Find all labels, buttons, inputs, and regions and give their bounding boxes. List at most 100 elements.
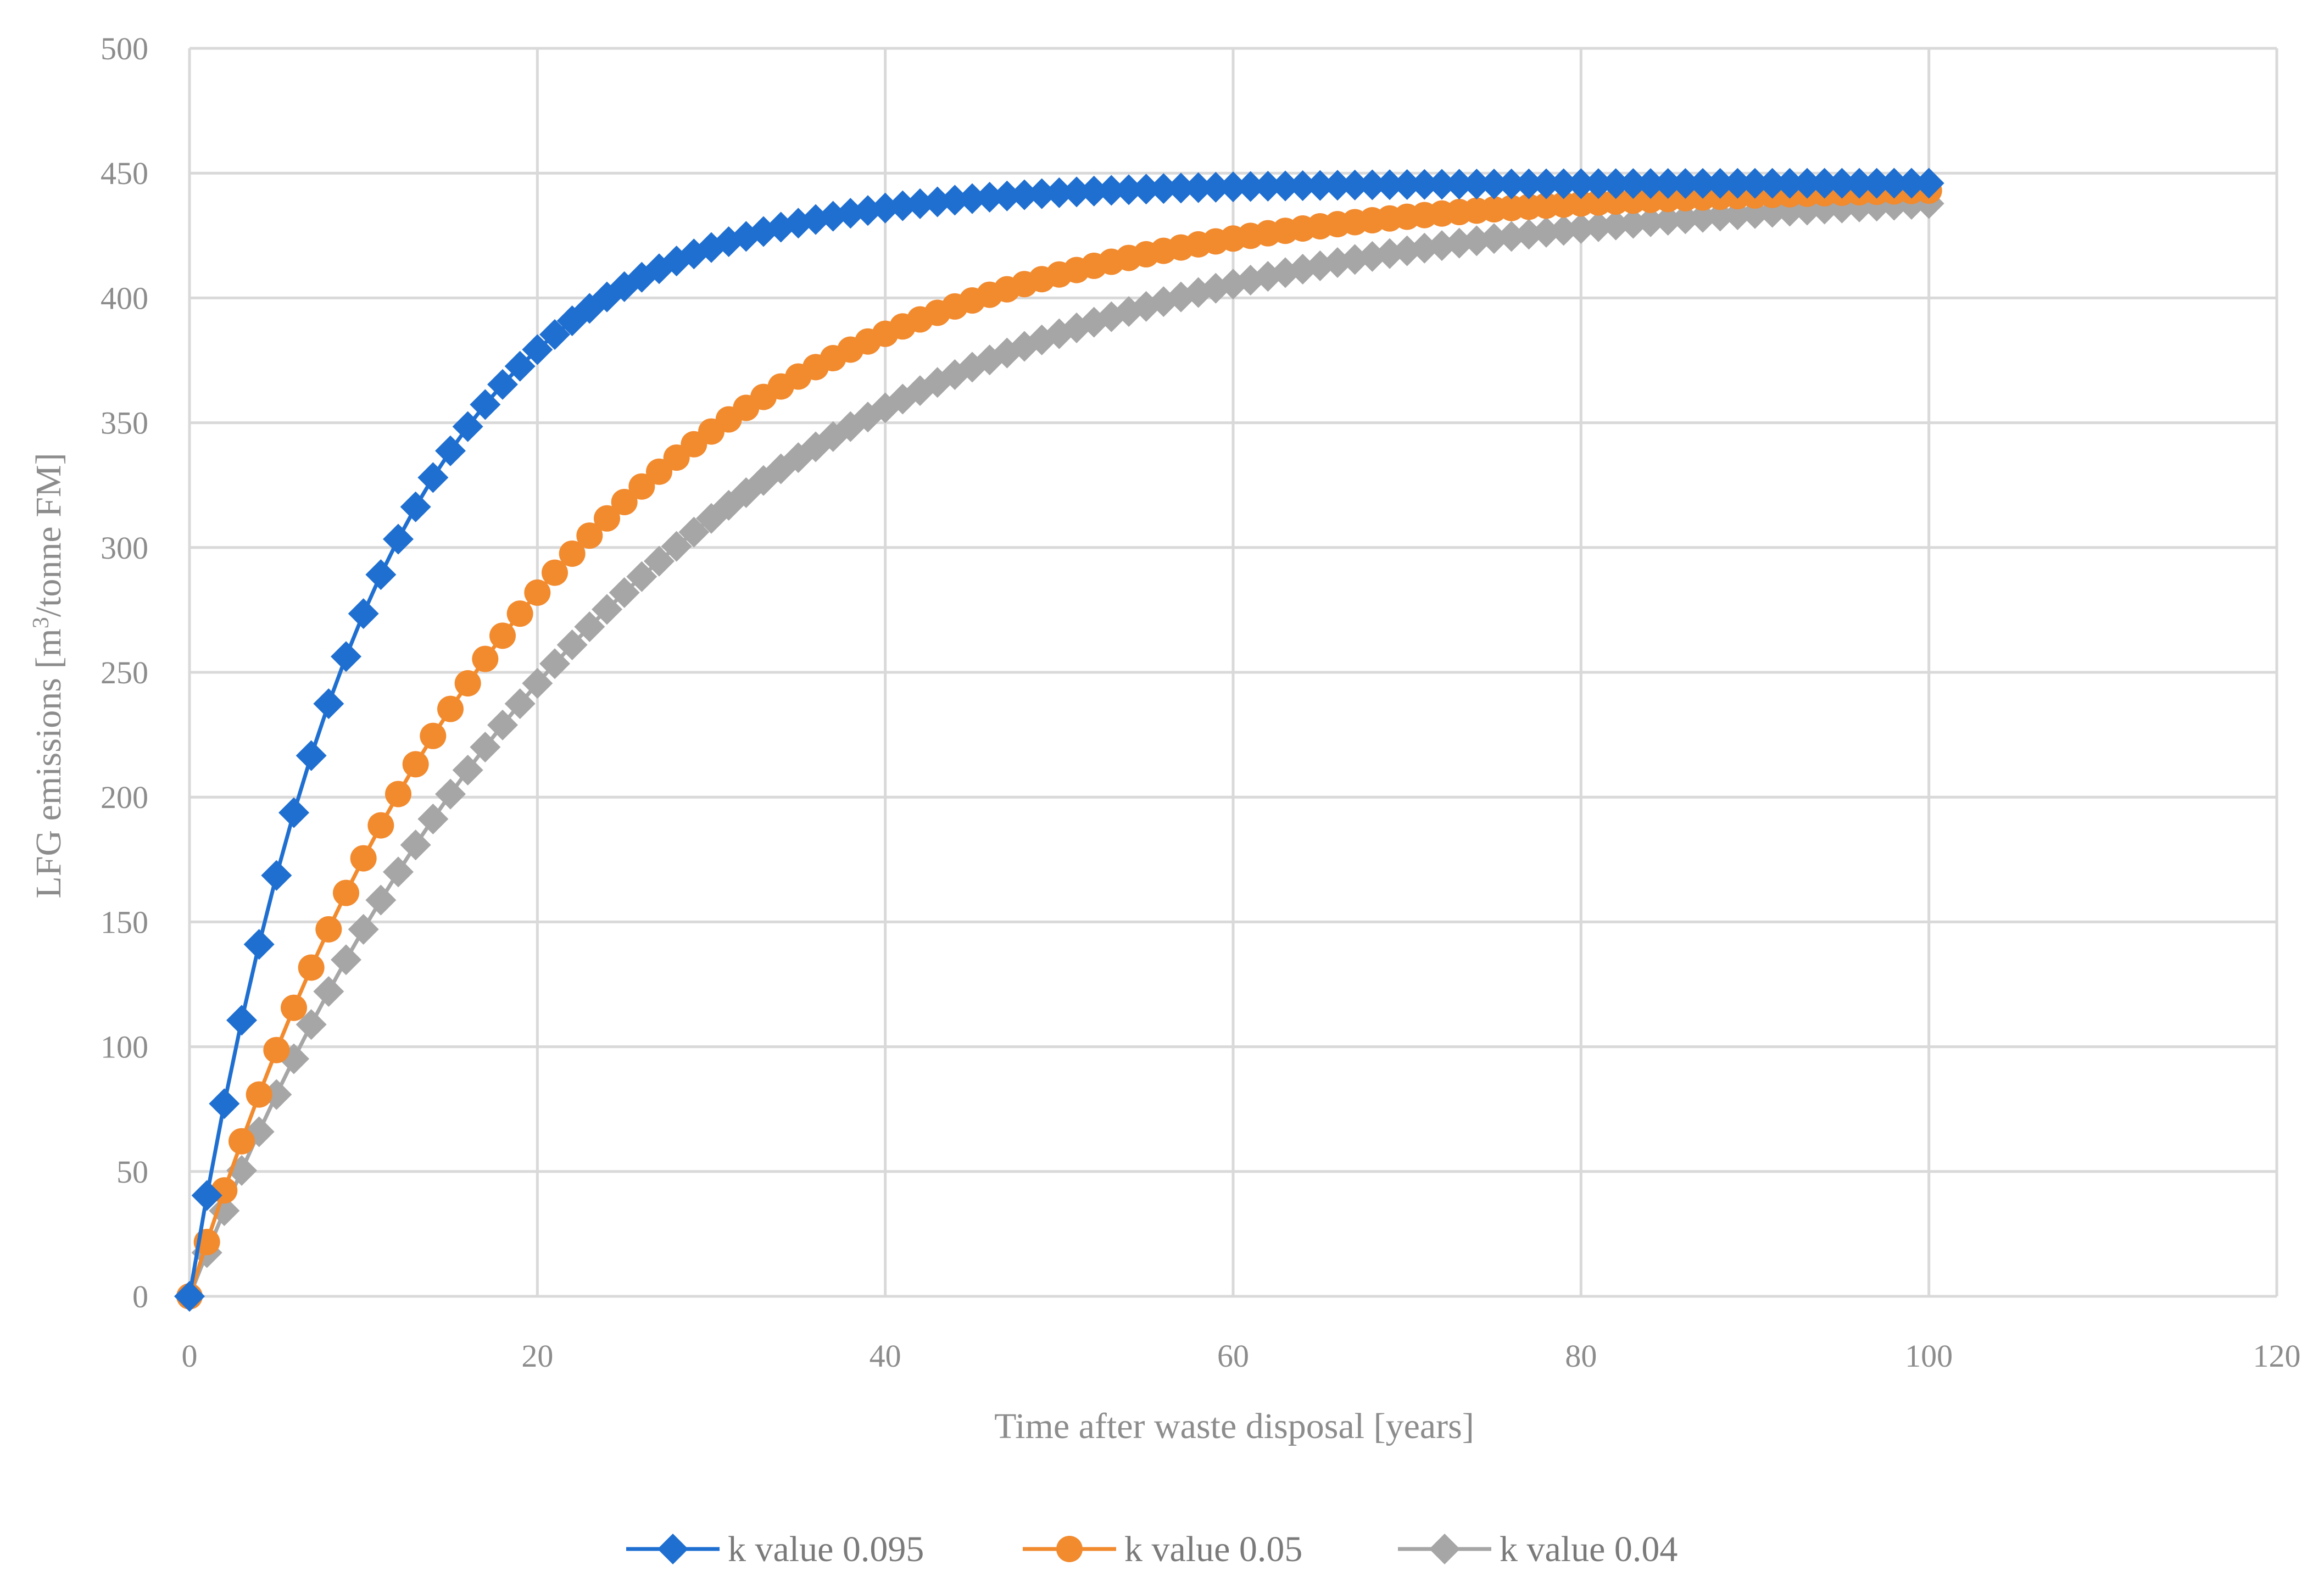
legend-marker [1056,1536,1083,1562]
data-point [420,722,447,749]
data-point [296,1009,327,1040]
y-axis-title: LFG emissions [m3/tonne FM] [29,453,69,898]
data-point [229,1128,255,1155]
data-point [452,754,483,785]
data-point [383,523,414,555]
data-point [333,879,359,906]
y-tick-label: 50 [116,1154,148,1190]
data-point [452,411,483,442]
data-point [489,622,516,649]
data-point [539,319,570,350]
data-point [191,1180,222,1211]
data-point [974,182,1005,213]
legend: k value 0.095 k value 0.05 k value 0.04 [626,1529,1677,1569]
y-tick-label: 350 [101,405,148,441]
data-point [1652,168,1684,199]
data-point [1287,170,1318,202]
data-point [1479,169,1509,200]
data-point [435,435,466,466]
data-point [1531,168,1562,199]
data-point [1583,168,1614,199]
data-point [313,976,344,1007]
data-point [1722,168,1753,199]
data-point [1844,168,1875,199]
data-point [1740,168,1770,199]
data-point [1391,169,1423,200]
data-point [504,688,536,720]
y-tick-label: 300 [101,530,148,566]
data-point [1044,177,1075,208]
data-point [939,185,971,216]
data-point [1305,170,1336,201]
data-point [1339,169,1370,200]
series-line [187,201,1929,1297]
legend-marker [1429,1534,1460,1564]
data-point [1792,168,1823,199]
x-tick-label: 20 [521,1338,553,1374]
data-point [1531,216,1562,248]
data-point [1913,168,1944,199]
data-point [367,812,394,839]
x-axis-title: Time after waste disposal [years] [994,1406,1474,1446]
x-tick-label: 120 [2253,1338,2301,1374]
y-axis-title-main: LFG emissions [m [29,628,69,898]
data-point [1252,170,1284,202]
data-point [331,944,361,976]
data-point [1600,168,1631,199]
data-point [559,540,586,567]
data-point [1374,169,1405,200]
data-point [365,559,397,590]
data-point [1722,199,1753,231]
data-point [661,531,692,562]
data-point [470,389,501,420]
data-point [1009,179,1040,210]
y-tick-label: 400 [101,280,148,316]
data-point [1635,206,1666,237]
data-point [281,994,307,1021]
data-point [905,188,935,219]
data-point [1061,176,1092,208]
data-point [454,670,481,697]
data-point [1166,172,1196,204]
y-tick-label: 450 [101,155,148,191]
legend-label: k value 0.04 [1500,1529,1677,1569]
data-point [1130,174,1162,205]
data-point [922,186,953,218]
data-point [1513,219,1545,250]
data-point [350,845,377,872]
data-point [576,522,603,549]
data-point [1600,209,1631,241]
x-tick-label: 0 [182,1338,198,1374]
data-point [487,709,518,740]
y-tick-label: 0 [132,1279,148,1314]
data-point [1026,178,1057,209]
data-point [243,929,275,960]
data-point [1148,173,1179,204]
data-point [437,695,464,722]
y-tick-label: 500 [101,31,148,66]
data-point [298,954,325,981]
data-point [628,473,655,500]
y-tick-labels: 0 50 100 150 200 250 300 350 400 450 500 [101,31,148,1314]
data-point [556,629,588,660]
data-point [1270,170,1301,202]
data-point [539,648,570,679]
legend-marker [657,1534,688,1564]
data-point [1444,169,1475,200]
legend-item-1: k value 0.05 [1023,1529,1302,1569]
data-point [402,751,429,778]
data-point [174,1281,205,1312]
data-point [574,611,605,643]
data-point [1200,171,1231,203]
data-point [678,516,710,548]
data-point [1409,169,1440,200]
data-point [383,856,414,888]
y-tick-label: 150 [101,904,148,940]
series-0 [174,168,1944,1312]
data-point [296,740,327,771]
legend-label: k value 0.05 [1124,1529,1302,1569]
data-point [1670,203,1701,235]
data-point [1704,200,1736,232]
y-axis-title-unit: /tonne FM] [29,453,69,617]
